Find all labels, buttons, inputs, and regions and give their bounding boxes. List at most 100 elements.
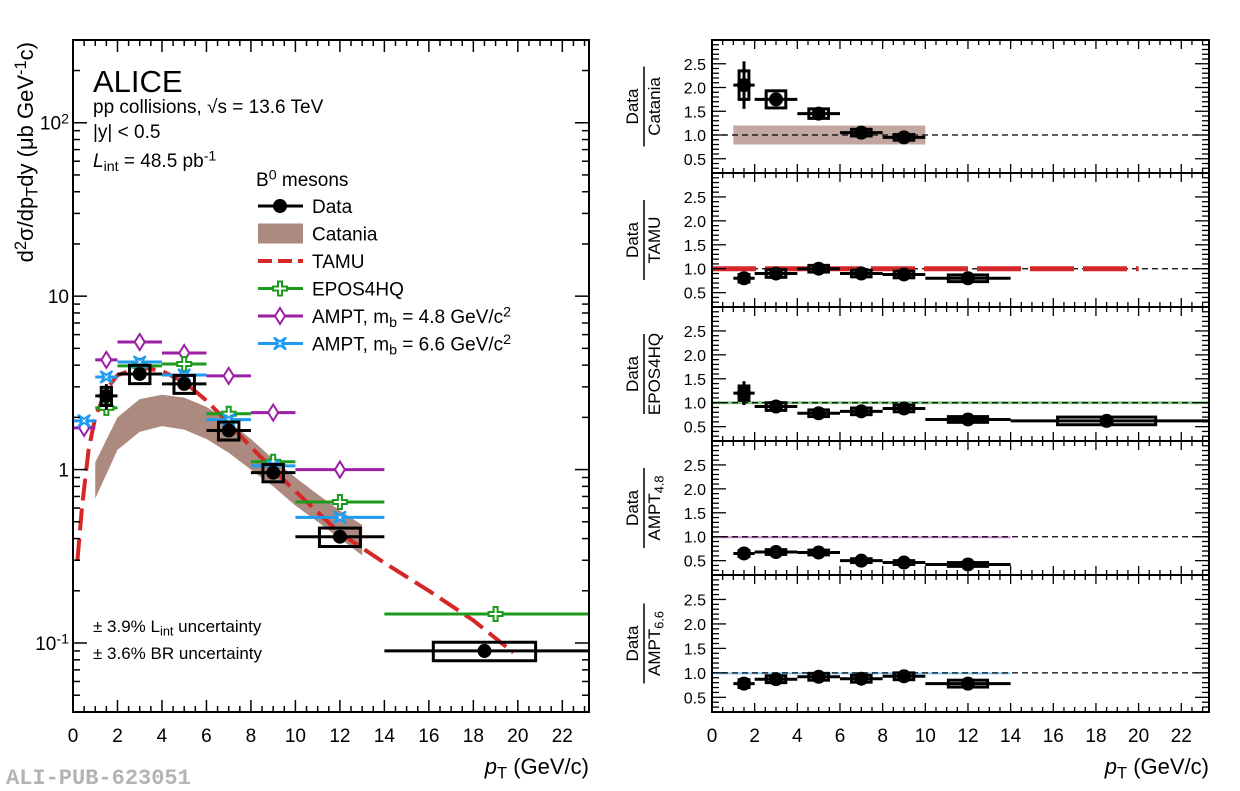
y-tick-label: 0.5 [684, 152, 706, 169]
model-band-ampt48 [712, 536, 1011, 539]
ampt48-marker [100, 350, 113, 370]
x-tick-label: 16 [1043, 726, 1064, 747]
x-tick-label: 12 [957, 726, 978, 747]
y-tick-label: 1.0 [684, 262, 706, 279]
y-tick-label: 2.0 [684, 214, 706, 231]
ratio-point [736, 386, 751, 401]
model-band-catania [733, 125, 926, 145]
ratio-plot-area [712, 669, 1209, 691]
y-tick-label: 2.0 [684, 482, 706, 499]
data-point [177, 376, 192, 391]
spectrum-frame [72, 39, 590, 713]
legend-swatch-catania [258, 223, 303, 244]
data-point [132, 366, 147, 381]
spectrum-plot-area [73, 332, 589, 663]
y-tick-label: 2.0 [684, 617, 706, 634]
lumi-label: Lint = 48.5 pb-1 [93, 149, 216, 175]
x-tick-label: 4 [792, 726, 803, 747]
ratio-point [811, 545, 826, 560]
ratio-point [960, 557, 975, 572]
x-axis-label: pT (GeV/c) [1104, 754, 1209, 782]
legend-marker-data [273, 199, 287, 213]
y-tick-label: 2.5 [684, 324, 706, 341]
legend-marker-ampt48 [273, 306, 287, 326]
y-tick-label: 0.5 [684, 286, 706, 303]
ampt48-marker [133, 332, 146, 352]
y-tick-label: 0.5 [684, 420, 706, 437]
watermark: ALI-PUB-623051 [6, 766, 191, 791]
x-tick-label: 2 [749, 726, 760, 747]
legend-label-ampt66: AMPT, mb = 6.6 GeV/c2 [312, 332, 511, 358]
y-tick-label: 1.5 [684, 641, 706, 658]
ratio-point [811, 261, 826, 276]
y-tick-label: 2.5 [684, 190, 706, 207]
legend-label-data: Data [312, 197, 353, 218]
ratio-ylabel-denominator: TAMU [645, 217, 664, 264]
legend: B0 mesons Data Catania TAMU EPOS4HQ AMPT, mb … [256, 168, 511, 359]
ratio-panel-catania: 0.5 1.0 1.5 2.0 2.5 Data Catania [623, 39, 1210, 174]
legend-header: B0 mesons [256, 168, 348, 191]
ratio-point [854, 125, 869, 140]
y-tick-label: 1.5 [684, 238, 706, 255]
experiment-label: ALICE [93, 64, 183, 99]
ratio-point [854, 671, 869, 686]
x-axis-label: pT (GeV/c) [484, 754, 589, 782]
system-label: pp collisions, √s = 13.6 TeV [93, 97, 324, 118]
ratio-point [736, 676, 751, 691]
ratio-point [896, 401, 911, 416]
y-tick-label: 1.0 [684, 666, 706, 683]
ratio-point [768, 266, 783, 281]
x-tick-label: 6 [835, 726, 846, 747]
y-tick-label: 2.5 [684, 592, 706, 609]
ratio-point [736, 546, 751, 561]
x-tick-label: 6 [201, 726, 212, 747]
x-tick-label: 4 [157, 726, 168, 747]
legend-label-epos4hq: EPOS4HQ [312, 280, 404, 301]
ratio-point [896, 669, 911, 684]
ratio-plot-area [712, 61, 1209, 145]
y-tick-label: 0.5 [684, 690, 706, 707]
y-tick-label: 0.5 [684, 554, 706, 571]
ratio-point [768, 672, 783, 687]
epos4hq-marker [487, 605, 504, 622]
y-tick-label: 1.5 [684, 104, 706, 121]
ratio-point [854, 266, 869, 281]
ampt48-marker [222, 365, 235, 386]
data-point [221, 423, 236, 438]
ratio-point [736, 271, 751, 286]
x-tick-label: 0 [68, 726, 79, 747]
x-tick-label: 14 [1000, 726, 1022, 747]
ampt66-marker [333, 510, 347, 525]
y-tick-label: 2.0 [684, 81, 706, 98]
x-tick-label: 22 [1171, 726, 1192, 747]
ratio-frame [711, 574, 1210, 713]
y-tick-label: 1.5 [684, 372, 706, 389]
y-tick-label: 1.0 [684, 530, 706, 547]
y-tick-label: 2.5 [684, 458, 706, 475]
x-tick-label: 22 [552, 726, 573, 747]
data-point [477, 643, 492, 658]
legend-label-tamu: TAMU [312, 252, 364, 273]
ratio-ylabel-denominator: Catania [645, 77, 664, 136]
y-tick-label: 1 [58, 461, 69, 482]
ratio-point [854, 404, 869, 419]
x-tick-label: 8 [877, 726, 888, 747]
y-tick-label: 2.0 [684, 348, 706, 365]
y-tick-label: 1.0 [684, 128, 706, 145]
ampt66-marker [99, 370, 114, 384]
y-tick-label: 2.5 [684, 57, 706, 74]
ampt48-marker [333, 459, 347, 480]
ratio-frame [711, 172, 1210, 308]
ratio-point [960, 676, 975, 691]
ratio-ylabel-numerator: Data [623, 88, 642, 124]
ratio-point [1099, 413, 1114, 428]
ampt66-marker [77, 414, 91, 428]
x-tick-label: 10 [915, 726, 936, 747]
model-band-epos4hq [712, 401, 1209, 405]
ratio-plot-area [712, 261, 1209, 286]
ratio-ylabel-numerator: Data [623, 625, 642, 661]
ampt48-marker [266, 402, 280, 423]
x-tick-label: 18 [1085, 726, 1106, 747]
y-tick-label: 10 [48, 287, 69, 308]
